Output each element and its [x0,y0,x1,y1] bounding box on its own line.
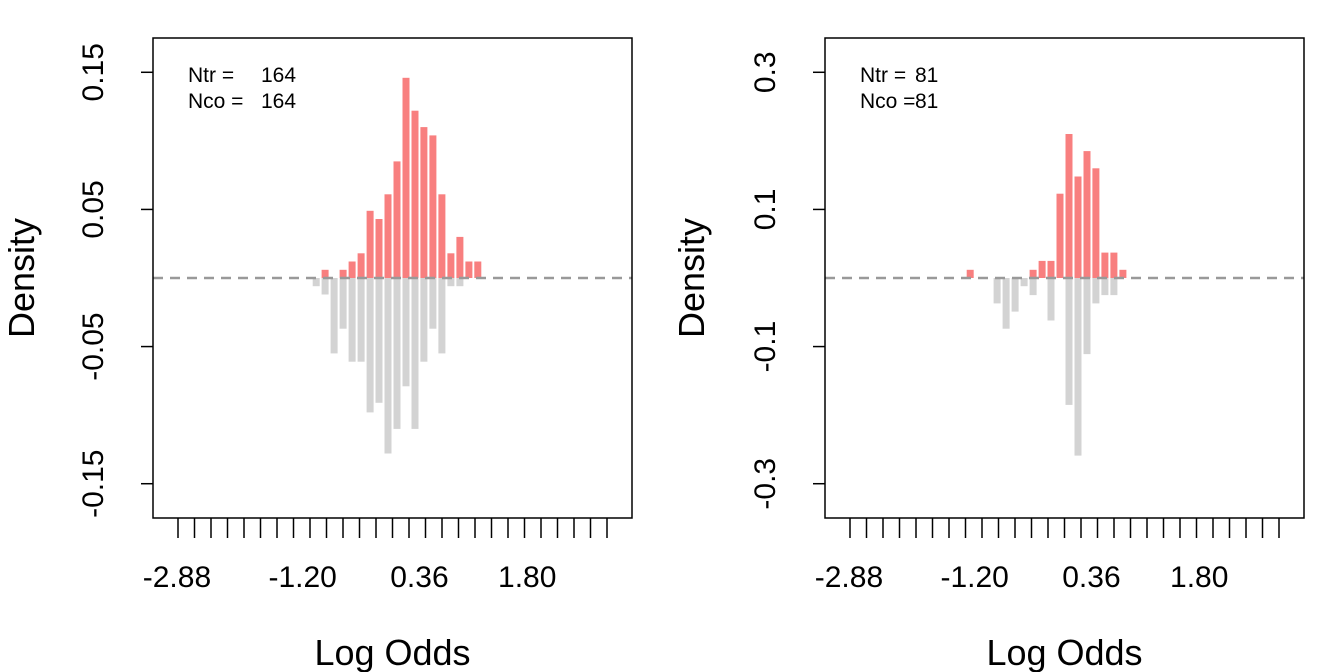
treated-bar [321,269,329,278]
treated-bar [1083,151,1091,278]
control-bar [330,278,338,354]
control-bar [429,278,437,329]
x-tick-label: -1.20 [940,561,1008,594]
treated-bar [339,269,347,278]
stat-value: 164 [261,64,296,87]
control-bar [357,278,365,362]
control-bar [1029,278,1037,296]
control-bar [402,278,410,387]
control-bar [1110,278,1118,296]
control-bar [339,278,347,329]
x-axis-title: Log Odds [986,632,1142,672]
treated-bar [1038,260,1046,278]
control-bar [321,278,329,295]
treated-bar [384,194,392,278]
control-bar [393,278,401,429]
treated-bar [375,219,383,278]
treated-bar [402,77,410,278]
treated-bar [429,135,437,278]
control-bar [366,278,374,413]
control-bar [1074,278,1082,456]
stat-label: Nco = [188,90,243,113]
y-tick-label: -0.15 [77,450,110,518]
control-bar [1092,278,1100,304]
control-bar [1065,278,1073,405]
treated-bar [966,269,974,278]
treated-bar [1119,269,1127,278]
x-tick-label: -2.88 [143,561,211,594]
treated-bar [474,261,482,278]
stat-value: 81 [915,90,938,113]
treated-bar [393,161,401,278]
treated-bar [1110,252,1118,278]
treated-bar [456,236,464,278]
treated-bar [348,261,356,278]
y-tick-label: -0.3 [749,458,782,510]
x-tick-label: -1.20 [268,561,336,594]
stat-label: Ntr = [860,64,906,87]
y-tick-label: 0.05 [77,180,110,238]
control-bar [384,278,392,454]
control-bar [993,278,1001,304]
x-tick-label: 0.36 [390,561,448,594]
treated-bar [1029,269,1037,278]
control-bar [1047,278,1055,321]
control-bar [1101,278,1109,296]
y-axis-title: Density [671,218,712,338]
treated-bar [465,261,473,278]
x-tick-label: 1.80 [498,561,556,594]
stat-label: Nco = [860,90,915,113]
treated-bar [1056,193,1064,278]
treated-bar [411,110,419,278]
x-tick-label: -2.88 [815,561,883,594]
treated-bar [1101,252,1109,278]
y-tick-label: 0.1 [749,189,782,231]
stat-label: Ntr = [188,64,234,87]
x-axis-title: Log Odds [314,632,470,672]
chart-panel-left: -0.15 -0.05 0.05 0.15 -2.88 -1.20 0.36 1.80 Log … [1,37,633,672]
y-tick-label: -0.05 [77,312,110,380]
y-tick-label: -0.1 [749,321,782,373]
control-bar [447,278,455,287]
treated-bar [1047,260,1055,278]
control-bar [438,278,446,354]
y-axis-title: Density [1,218,42,338]
treated-bar [366,210,374,278]
control-bar [1020,278,1028,287]
control-bar [411,278,419,429]
control-bar [1002,278,1010,329]
x-tick-label: 0.36 [1062,561,1120,594]
treated-bar [420,127,428,278]
control-bar [348,278,356,362]
y-tick-label: 0.15 [77,43,110,101]
treated-bar [1092,168,1100,278]
treated-bar [1074,176,1082,278]
chart-panel-right: -0.3 -0.1 0.1 0.3 -2.88 -1.20 0.36 1.80 Log Odds… [671,37,1305,672]
control-bar [456,278,464,287]
control-bar [420,278,428,362]
control-bar [375,278,383,403]
y-tick-label: 0.3 [749,51,782,93]
control-bar [1011,278,1019,312]
control-bar [1083,278,1091,355]
treated-bar [357,253,365,278]
x-tick-label: 1.80 [1170,561,1228,594]
treated-bar [438,194,446,278]
treated-bar [447,253,455,278]
stat-value: 81 [915,64,938,87]
treated-bar [1065,134,1073,278]
control-bar [312,278,320,287]
stat-value: 164 [261,90,296,113]
